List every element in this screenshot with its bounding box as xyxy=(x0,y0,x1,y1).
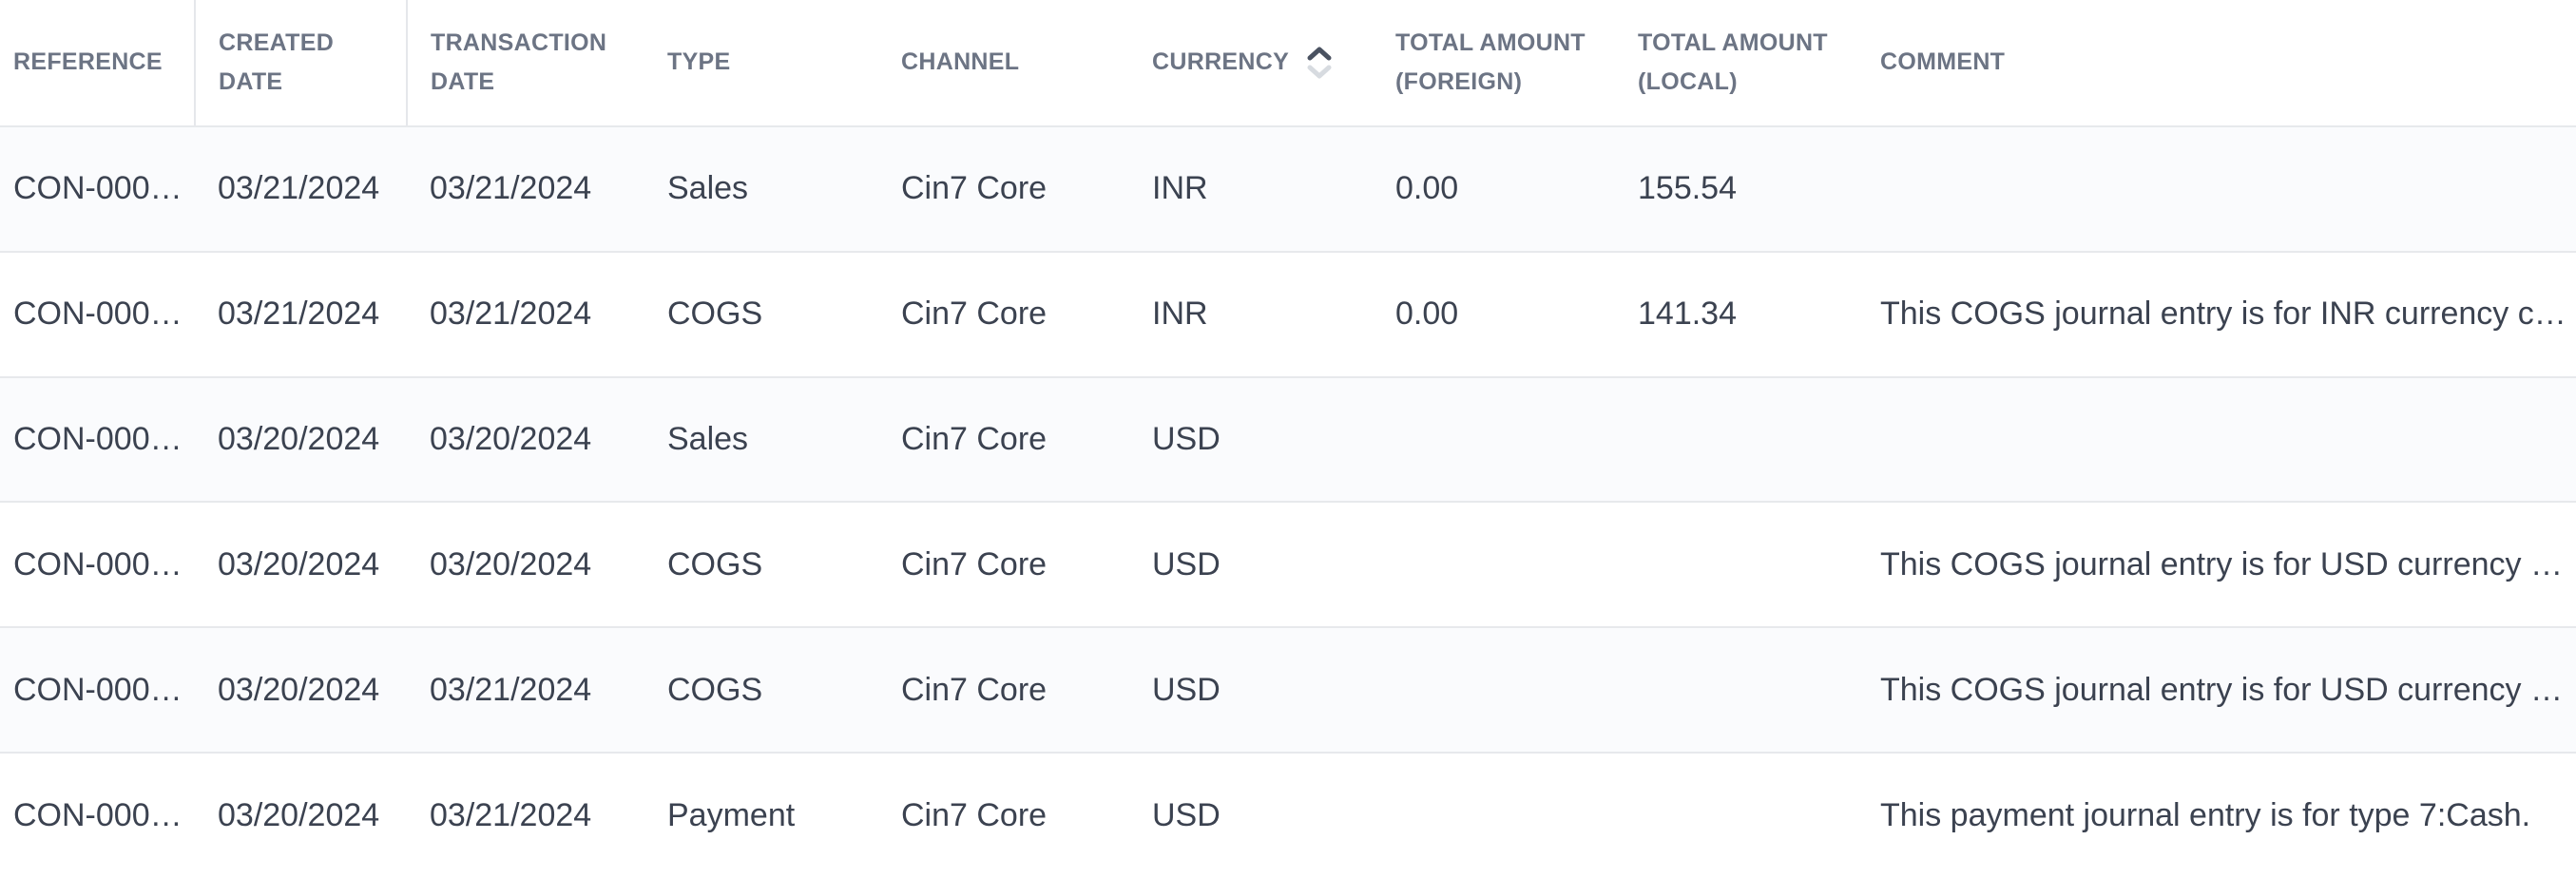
cell-type: COGS xyxy=(644,627,878,754)
cell-total-amount-foreign xyxy=(1373,753,1615,878)
cell-comment: This payment journal entry is for type 7… xyxy=(1857,753,2576,878)
cell-currency: INR xyxy=(1129,126,1373,253)
cell-currency: INR xyxy=(1129,251,1373,378)
cell-total-amount-foreign: 0.00 xyxy=(1373,126,1615,253)
cell-transaction-date: 03/21/2024 xyxy=(407,251,644,378)
cell-reference: CON-000202 xyxy=(0,126,195,253)
column-header-total-amount-foreign[interactable]: TOTAL AMOUNT (FOREIGN) xyxy=(1373,0,1615,127)
cell-total-amount-local xyxy=(1615,502,1857,629)
column-header-currency[interactable]: CURRENCY xyxy=(1129,0,1373,127)
cell-total-amount-local: 155.54 xyxy=(1615,126,1857,253)
cell-comment: This COGS journal entry is for INR curre… xyxy=(1857,251,2576,378)
cell-channel: Cin7 Core xyxy=(878,376,1129,504)
cell-total-amount-foreign xyxy=(1373,376,1615,504)
cell-reference: CON-000203 xyxy=(0,251,195,378)
cell-total-amount-foreign xyxy=(1373,627,1615,754)
cell-channel: Cin7 Core xyxy=(878,753,1129,878)
cell-transaction-date: 03/21/2024 xyxy=(407,126,644,253)
cell-comment: This COGS journal entry is for USD curre… xyxy=(1857,627,2576,754)
column-header-type[interactable]: TYPE xyxy=(644,0,878,127)
cell-reference: CON-000195 xyxy=(0,627,195,754)
cell-created-date: 03/21/2024 xyxy=(195,126,407,253)
cell-currency: USD xyxy=(1129,502,1373,629)
cell-type: Payment xyxy=(644,753,878,878)
cell-created-date: 03/20/2024 xyxy=(195,627,407,754)
table-row[interactable]: CON-000194 03/20/2024 03/20/2024 COGS Ci… xyxy=(0,502,2576,629)
table-row[interactable]: CON-000203 03/21/2024 03/21/2024 COGS Ci… xyxy=(0,251,2576,378)
chevron-down-icon xyxy=(1307,65,1332,79)
cell-created-date: 03/20/2024 xyxy=(195,753,407,878)
cell-reference: CON-000194 xyxy=(0,502,195,629)
cell-created-date: 03/20/2024 xyxy=(195,502,407,629)
cell-transaction-date: 03/20/2024 xyxy=(407,502,644,629)
cell-total-amount-local xyxy=(1615,376,1857,504)
column-header-created-date[interactable]: CREATED DATE xyxy=(195,0,408,127)
column-header-currency-label: CURRENCY xyxy=(1152,48,1290,76)
cell-total-amount-foreign xyxy=(1373,502,1615,629)
table-row[interactable]: CON-000196 03/20/2024 03/21/2024 Payment… xyxy=(0,753,2576,878)
column-header-reference[interactable]: REFERENCE xyxy=(0,0,196,127)
cell-currency: USD xyxy=(1129,753,1373,878)
sort-icon xyxy=(1306,46,1333,80)
cell-transaction-date: 03/21/2024 xyxy=(407,753,644,878)
cell-currency: USD xyxy=(1129,376,1373,504)
column-header-channel[interactable]: CHANNEL xyxy=(878,0,1129,127)
chevron-up-icon xyxy=(1307,47,1332,61)
cell-total-amount-local xyxy=(1615,753,1857,878)
cell-reference: CON-000196 xyxy=(0,753,195,878)
cell-transaction-date: 03/20/2024 xyxy=(407,376,644,504)
cell-transaction-date: 03/21/2024 xyxy=(407,627,644,754)
cell-type: COGS xyxy=(644,502,878,629)
cell-comment xyxy=(1857,126,2576,253)
table-row[interactable]: CON-000195 03/20/2024 03/21/2024 COGS Ci… xyxy=(0,627,2576,754)
header-row: REFERENCE CREATED DATE TRANSACTION DATE … xyxy=(0,0,2576,127)
cell-reference: CON-000193 xyxy=(0,376,195,504)
table-row[interactable]: CON-000202 03/21/2024 03/21/2024 Sales C… xyxy=(0,126,2576,253)
cell-total-amount-local xyxy=(1615,627,1857,754)
cell-total-amount-local: 141.34 xyxy=(1615,251,1857,378)
column-header-total-amount-local[interactable]: TOTAL AMOUNT (LOCAL) xyxy=(1615,0,1857,127)
cell-created-date: 03/21/2024 xyxy=(195,251,407,378)
column-header-comment[interactable]: COMMENT xyxy=(1857,0,2576,127)
cell-type: Sales xyxy=(644,126,878,253)
cell-channel: Cin7 Core xyxy=(878,502,1129,629)
cell-channel: Cin7 Core xyxy=(878,627,1129,754)
cell-total-amount-foreign: 0.00 xyxy=(1373,251,1615,378)
cell-channel: Cin7 Core xyxy=(878,251,1129,378)
cell-comment xyxy=(1857,376,2576,504)
table-row[interactable]: CON-000193 03/20/2024 03/20/2024 Sales C… xyxy=(0,376,2576,504)
cell-created-date: 03/20/2024 xyxy=(195,376,407,504)
cell-type: Sales xyxy=(644,376,878,504)
cell-currency: USD xyxy=(1129,627,1373,754)
column-header-transaction-date[interactable]: TRANSACTION DATE xyxy=(407,0,644,127)
cell-comment: This COGS journal entry is for USD curre… xyxy=(1857,502,2576,629)
cell-channel: Cin7 Core xyxy=(878,126,1129,253)
cell-type: COGS xyxy=(644,251,878,378)
